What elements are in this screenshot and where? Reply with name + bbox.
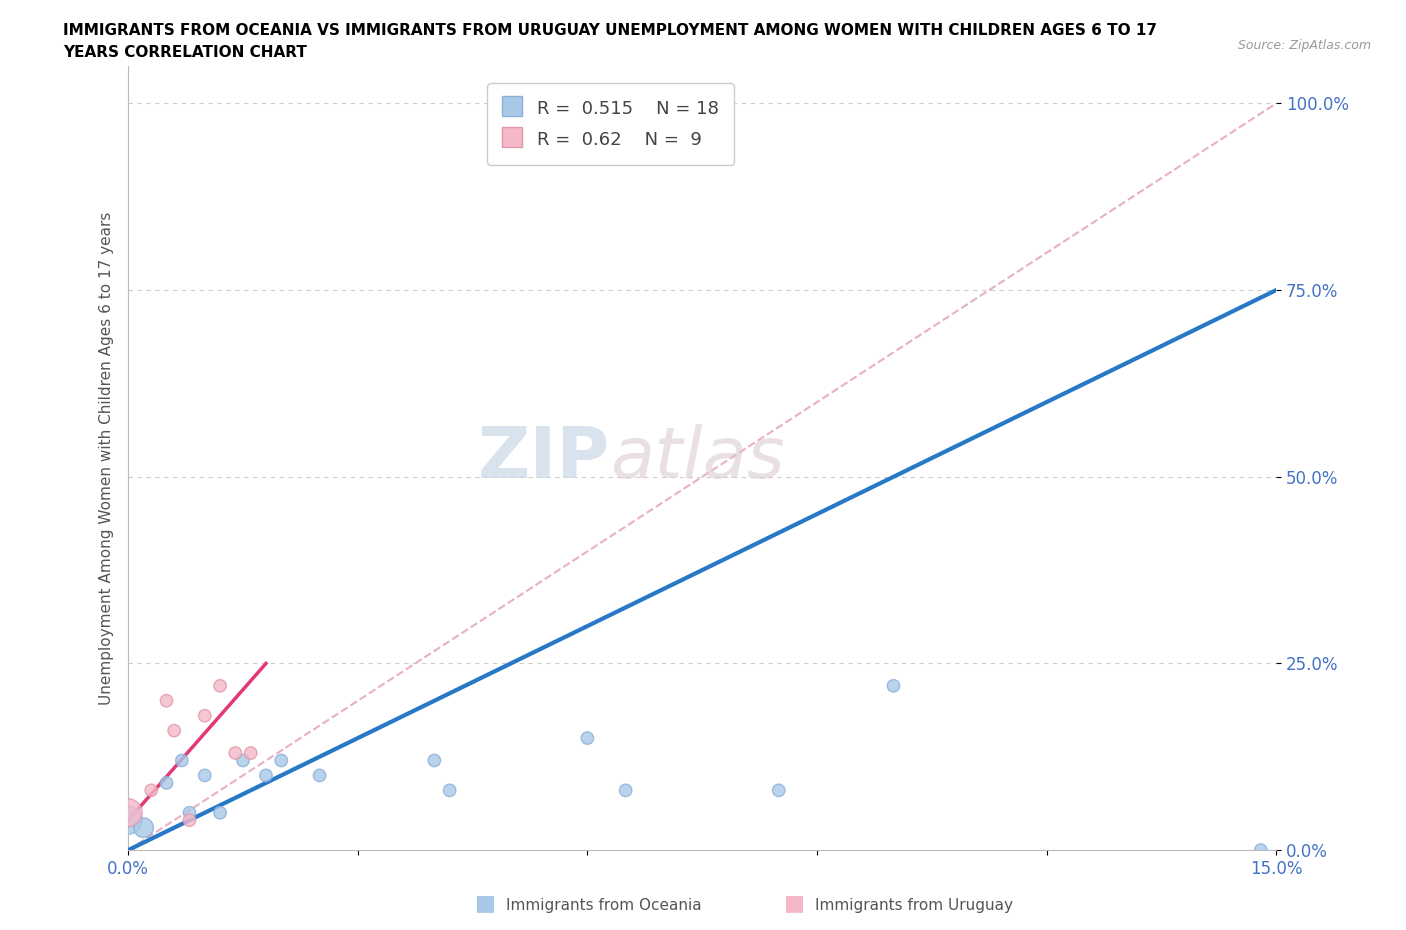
Point [179,813,201,828]
Legend: R =  0.515    N = 18, R =  0.62    N =  9: R = 0.515 N = 18, R = 0.62 N = 9 [486,83,734,165]
Point [254,768,277,783]
Text: atlas: atlas [610,423,785,493]
Point [576,731,599,746]
Text: Immigrants from Oceania: Immigrants from Oceania [506,898,702,913]
Point [224,746,246,761]
Point [155,776,177,790]
Point [194,709,217,724]
Point [270,753,292,768]
Point [232,753,254,768]
Text: Immigrants from Uruguay: Immigrants from Uruguay [815,898,1014,913]
Point [308,768,330,783]
Point [209,678,232,693]
Point [163,724,186,738]
Point [194,768,217,783]
Text: Source: ZipAtlas.com: Source: ZipAtlas.com [1237,39,1371,52]
Point [117,805,139,820]
Text: ■: ■ [475,893,495,913]
Point [179,805,201,820]
Point [141,783,163,798]
Point [239,746,262,761]
Point [439,783,461,798]
Point [155,694,177,709]
Y-axis label: Unemployment Among Women with Children Ages 6 to 17 years: Unemployment Among Women with Children A… [100,211,114,705]
Point [768,783,790,798]
Point [614,783,637,798]
Point [132,820,155,835]
Point [706,118,728,133]
Point [423,753,446,768]
Point [170,753,193,768]
Text: ZIP: ZIP [478,423,610,493]
Text: YEARS CORRELATION CHART: YEARS CORRELATION CHART [63,45,307,60]
Point [882,678,904,693]
Point [1250,843,1272,857]
Point [117,813,139,828]
Text: ■: ■ [785,893,804,913]
Point [209,805,232,820]
Text: IMMIGRANTS FROM OCEANIA VS IMMIGRANTS FROM URUGUAY UNEMPLOYMENT AMONG WOMEN WITH: IMMIGRANTS FROM OCEANIA VS IMMIGRANTS FR… [63,23,1157,38]
